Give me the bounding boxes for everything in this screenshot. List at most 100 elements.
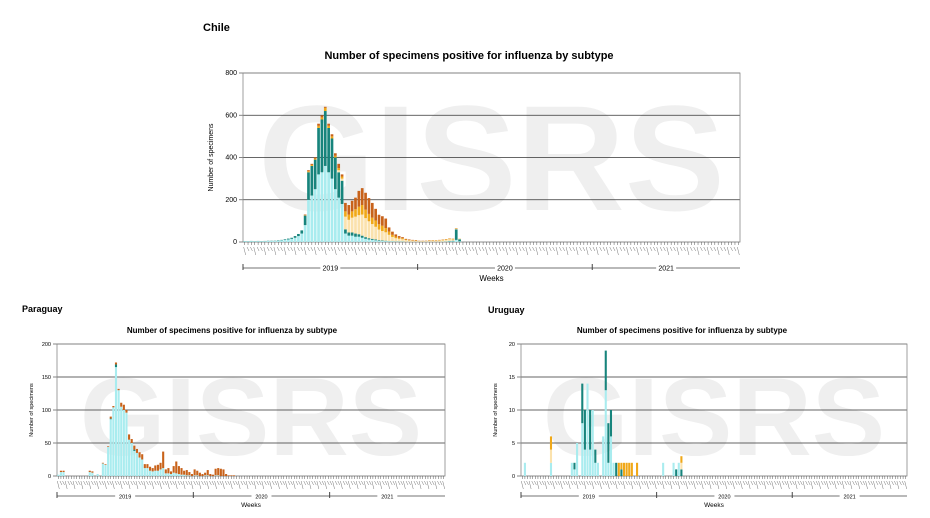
plot-border	[242, 72, 741, 243]
bar-s4	[387, 231, 391, 235]
x-tick-label-mark	[607, 480, 610, 490]
bar-s5	[404, 238, 408, 240]
x-tick-label-mark	[562, 480, 566, 486]
bar-s5	[323, 106, 327, 108]
x-tick-label-mark	[562, 246, 565, 252]
x-tick-label-mark	[159, 480, 162, 490]
x-tick-label-mark	[526, 480, 529, 486]
x-tick-label-mark	[161, 480, 165, 486]
x-tick-label-mark	[857, 480, 860, 490]
year-label: 2021	[843, 495, 855, 501]
bar-s2	[307, 172, 310, 200]
bar-s1	[596, 462, 599, 476]
x-tick-label-mark	[314, 480, 317, 486]
bar-s1	[576, 443, 579, 476]
x-axis-label: Weeks	[241, 502, 261, 509]
x-tick-label-mark	[560, 480, 563, 490]
bar-s4	[310, 164, 314, 166]
x-tick-label-mark	[180, 480, 183, 486]
bar-s4	[391, 234, 394, 237]
x-tick-label-mark	[599, 480, 602, 490]
y-tick-label: 400	[225, 155, 237, 162]
bar-s2	[615, 462, 618, 476]
x-tick-label-mark	[784, 480, 787, 486]
x-tick-label-mark	[836, 480, 840, 486]
x-tick-label-mark	[831, 480, 834, 486]
bar-s1	[253, 241, 257, 242]
bar-s5	[109, 416, 112, 419]
x-tick-label-mark	[582, 246, 586, 252]
x-tick-label-mark	[400, 480, 403, 486]
x-tick-label-mark	[636, 246, 639, 256]
bar-s5	[198, 472, 201, 476]
x-tick-label-mark	[687, 480, 691, 486]
x-tick-label-mark	[585, 246, 589, 256]
bar-s3	[451, 239, 455, 241]
bar-s1	[96, 474, 99, 476]
bar-s2	[286, 238, 290, 240]
x-tick-label-mark	[758, 480, 761, 486]
x-tick-label-mark	[130, 480, 133, 486]
x-tick-label-mark	[485, 246, 488, 256]
y-tick-label: 200	[225, 197, 237, 204]
x-tick-label-mark	[823, 480, 827, 486]
bar-s1	[323, 165, 327, 242]
x-tick-label-mark	[774, 480, 777, 486]
year-label: 2021	[658, 266, 674, 273]
x-tick-label-mark	[518, 246, 522, 252]
x-tick-label-mark	[135, 480, 139, 490]
bar-s1	[104, 464, 107, 476]
bar-s1	[214, 475, 217, 476]
x-tick-label-mark	[245, 480, 249, 490]
x-tick-label-mark	[549, 246, 552, 252]
x-tick-label-mark	[522, 246, 525, 252]
x-tick-label-mark	[224, 480, 228, 486]
bar-s5	[172, 466, 175, 473]
bar-s1	[293, 237, 297, 242]
x-tick-label-mark	[701, 480, 704, 490]
x-tick-label-mark	[491, 246, 495, 252]
bar-s5	[303, 214, 307, 216]
x-tick-label-mark	[544, 480, 548, 490]
bar-s1	[151, 471, 154, 476]
x-tick-label-mark	[429, 480, 432, 486]
x-tick-label-mark	[290, 480, 293, 486]
bar-s1	[180, 474, 183, 476]
y-tick-label: 200	[42, 342, 51, 348]
x-tick-label-mark	[235, 480, 238, 486]
bar-s1	[672, 462, 675, 476]
x-tick-label-mark	[761, 480, 764, 486]
x-tick-label-mark	[334, 480, 338, 486]
bar-s1	[57, 474, 60, 476]
bar-s4	[625, 462, 628, 476]
y-tick-label: 0	[512, 474, 515, 480]
x-tick-label-mark	[532, 246, 535, 252]
x-tick-label-mark	[439, 480, 443, 486]
x-tick-label-mark	[721, 480, 725, 486]
bar-s5	[340, 174, 344, 177]
x-tick-label-mark	[641, 480, 644, 486]
bar-s5	[317, 123, 320, 126]
x-tick-label-mark	[488, 246, 492, 252]
x-tick-label-mark	[596, 480, 600, 486]
x-tick-label-mark	[654, 480, 657, 490]
year-label-bg	[578, 492, 599, 500]
x-tick-label-mark	[358, 480, 362, 486]
bar-s4	[617, 462, 620, 476]
bar-s1	[138, 457, 141, 476]
bar-s2	[604, 350, 607, 391]
bar-s1	[188, 475, 191, 476]
x-tick-label-mark	[683, 246, 686, 252]
x-tick-label-mark	[534, 480, 537, 486]
x-tick-label-mark	[363, 480, 367, 490]
year-label: 2019	[583, 495, 595, 501]
x-tick-label-mark	[810, 480, 814, 490]
x-tick-label-mark	[151, 480, 154, 490]
bar-s4	[680, 456, 683, 463]
bar-s3	[680, 462, 683, 470]
bar-s3	[424, 240, 428, 242]
bar-s5	[188, 472, 191, 476]
bar-s4	[377, 224, 381, 230]
x-tick-label-mark	[734, 480, 738, 486]
y-axis-label: Number of specimens	[208, 123, 215, 192]
